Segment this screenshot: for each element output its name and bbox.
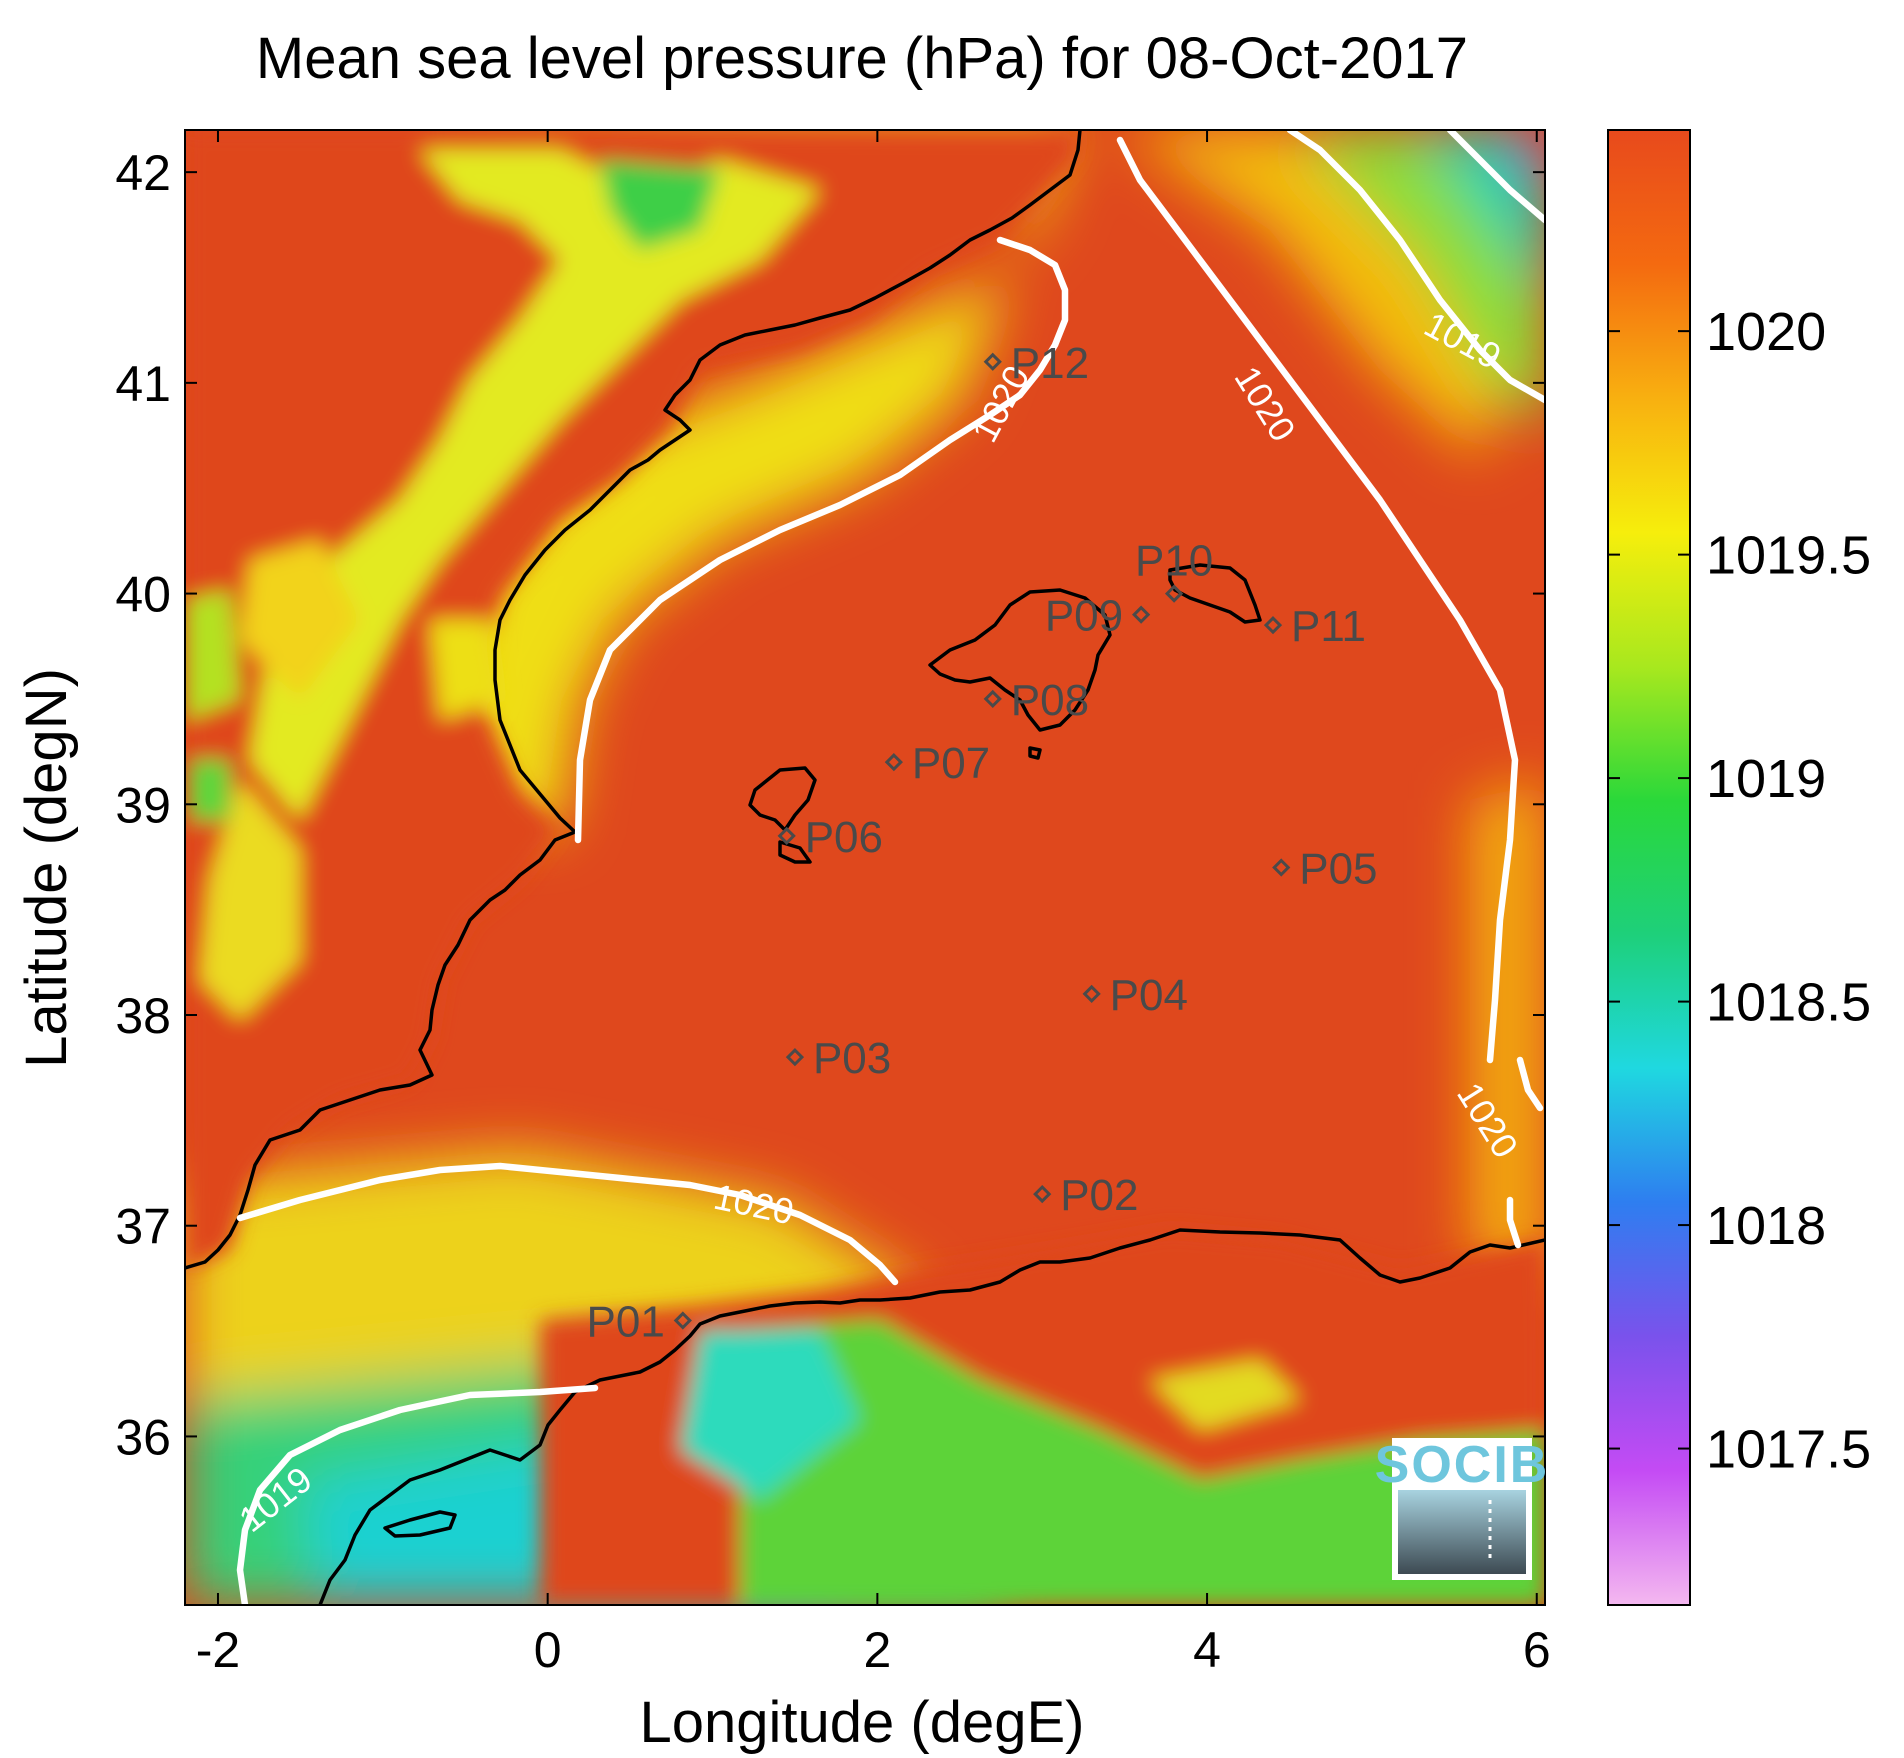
map-frame bbox=[184, 129, 1546, 1606]
colorbar-tick-label: 1019 bbox=[1706, 749, 1826, 809]
y-tick-label: 37 bbox=[115, 1199, 171, 1255]
station-label: P03 bbox=[813, 1034, 891, 1083]
station-p10: P10 bbox=[1135, 537, 1213, 603]
cabrera bbox=[1028, 746, 1042, 760]
station-marker bbox=[884, 753, 903, 772]
x-tick-label: -2 bbox=[196, 1622, 240, 1678]
y-tick-label: 36 bbox=[115, 1409, 171, 1465]
coastlines bbox=[185, 130, 1545, 1605]
x-axis-label: Longitude (degE) bbox=[640, 1690, 1085, 1755]
colorbar: 1017.5 1018 1018.5 1019 1019.5 1020 bbox=[1607, 129, 1871, 1606]
station-label: P01 bbox=[587, 1298, 665, 1347]
iberia-coast bbox=[185, 130, 1082, 1270]
station-marker bbox=[1082, 984, 1101, 1004]
y-tick-label: 41 bbox=[115, 356, 171, 412]
colorbar-ticks: 1017.5 1018 1018.5 1019 1019.5 1020 bbox=[1608, 302, 1871, 1480]
station-marker bbox=[983, 689, 1002, 709]
colorbar-tick-label: 1017.5 bbox=[1706, 1420, 1871, 1480]
station-label: P02 bbox=[1060, 1171, 1138, 1220]
station-label: P04 bbox=[1110, 971, 1188, 1020]
station-p09: P09 bbox=[1045, 592, 1151, 641]
station-p01: P01 bbox=[587, 1298, 692, 1347]
isobar-1020-north-outer bbox=[1116, 136, 1519, 1064]
station-p07: P07 bbox=[884, 739, 990, 788]
x-tick-label: 0 bbox=[534, 1622, 562, 1678]
station-label: P12 bbox=[1011, 339, 1089, 388]
socib-logo-text: SOCIB bbox=[1375, 1436, 1550, 1494]
isobar-1020-east-stub bbox=[1516, 1056, 1544, 1112]
station-label: P08 bbox=[1011, 676, 1089, 725]
colorbar-tick-label: 1018.5 bbox=[1706, 973, 1871, 1033]
isobar-1020-east-cut bbox=[1506, 1196, 1522, 1249]
isobar-1019-ne bbox=[1286, 130, 1545, 404]
colorbar-tick-label: 1020 bbox=[1706, 302, 1826, 362]
y-axis-label: Latitude (degN) bbox=[14, 668, 79, 1068]
station-label: P06 bbox=[805, 813, 883, 862]
y-axis: 36 37 38 39 40 41 42 bbox=[115, 145, 1545, 1465]
isobar-1019-south bbox=[236, 1384, 599, 1605]
station-label: P11 bbox=[1291, 602, 1366, 651]
station-p06: P06 bbox=[777, 813, 883, 862]
station-marker bbox=[1033, 1184, 1052, 1204]
colorbar-tick-label: 1019.5 bbox=[1706, 526, 1871, 586]
station-p03: P03 bbox=[785, 1034, 891, 1083]
isobar-1020-north-inner bbox=[574, 236, 1069, 844]
alboran-island bbox=[383, 1510, 457, 1538]
station-label: P05 bbox=[1299, 845, 1377, 894]
station-marker bbox=[777, 826, 796, 846]
colorbar-tick-label: 1018 bbox=[1706, 1196, 1826, 1256]
socib-logo: SOCIB bbox=[1375, 1436, 1550, 1580]
station-p12: P12 bbox=[983, 339, 1089, 388]
station-marker bbox=[1131, 605, 1151, 624]
station-p05: P05 bbox=[1272, 845, 1378, 894]
station-label: P07 bbox=[912, 739, 990, 788]
y-tick-label: 42 bbox=[115, 145, 171, 201]
y-tick-label: 40 bbox=[115, 567, 171, 623]
x-tick-label: 4 bbox=[1193, 1622, 1221, 1678]
mallorca-coast bbox=[928, 588, 1112, 732]
formentera-coast bbox=[778, 840, 812, 864]
x-tick-label: 6 bbox=[1523, 1622, 1551, 1678]
station-marker bbox=[1164, 584, 1184, 603]
station-marker bbox=[1272, 858, 1291, 877]
isobar-1020-south bbox=[236, 1162, 899, 1286]
station-marker bbox=[983, 352, 1002, 371]
ibiza-coast bbox=[748, 766, 817, 832]
station-p08: P08 bbox=[983, 676, 1089, 725]
station-p02: P02 bbox=[1033, 1171, 1139, 1220]
station-marker bbox=[673, 1311, 692, 1330]
station-marker bbox=[785, 1048, 805, 1067]
isobar-contours bbox=[236, 130, 1545, 1605]
x-tick-label: 2 bbox=[863, 1622, 891, 1678]
africa-coast bbox=[318, 1228, 1545, 1605]
station-label: P10 bbox=[1135, 537, 1213, 586]
x-axis: -2 0 2 4 6 bbox=[196, 130, 1551, 1678]
menorca-coast bbox=[1168, 563, 1262, 624]
station-marker bbox=[1263, 616, 1283, 635]
station-p11: P11 bbox=[1263, 602, 1366, 651]
y-tick-label: 38 bbox=[115, 988, 171, 1044]
isobar-1019-ne-corner bbox=[1446, 130, 1545, 224]
y-tick-label: 39 bbox=[115, 777, 171, 833]
station-label: P09 bbox=[1045, 592, 1123, 641]
colorbar-body bbox=[1607, 129, 1691, 1606]
chart-title: Mean sea level pressure (hPa) for 08-Oct… bbox=[256, 26, 1468, 91]
station-p04: P04 bbox=[1082, 971, 1188, 1020]
